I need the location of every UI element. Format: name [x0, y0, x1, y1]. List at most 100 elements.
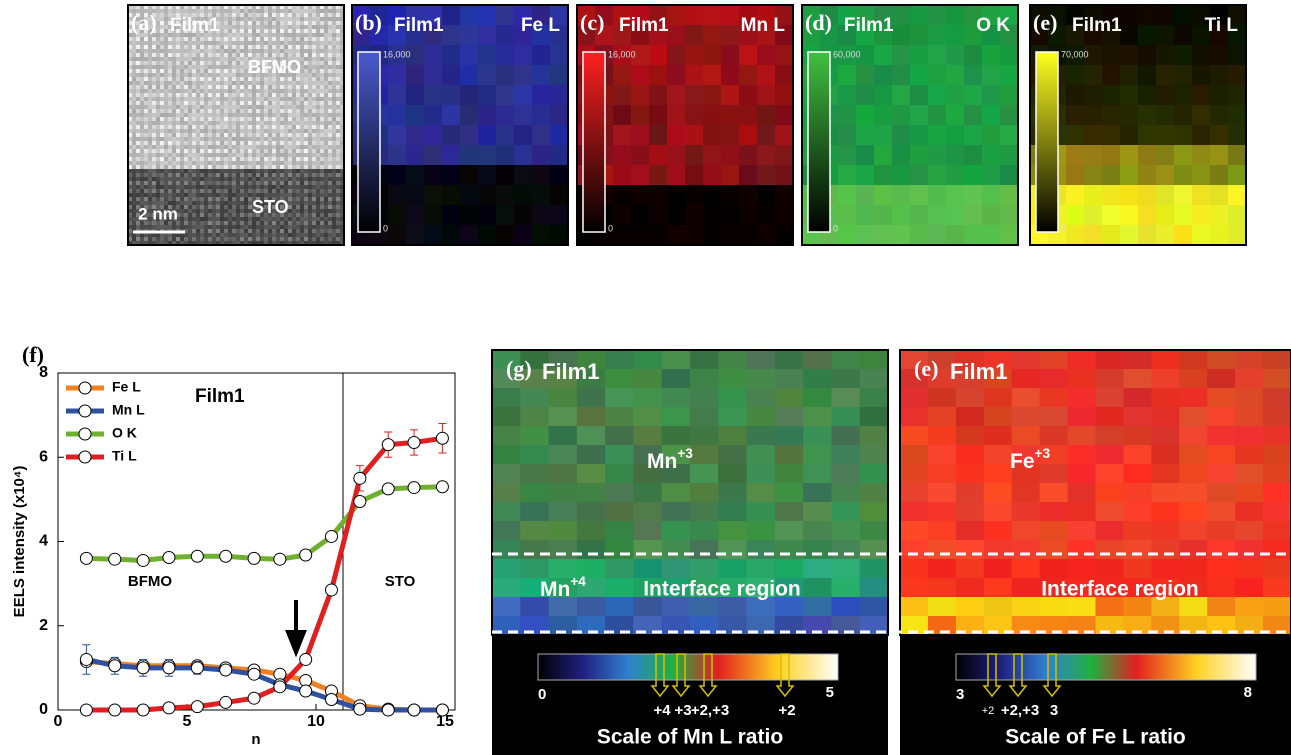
image-pixel: [1207, 483, 1236, 503]
image-pixel: [212, 221, 217, 226]
image-pixel: [633, 445, 663, 465]
image-pixel: [1151, 578, 1180, 598]
image-pixel: [144, 49, 149, 54]
image-pixel: [312, 225, 317, 230]
image-pixel: [272, 185, 277, 190]
arrow: [285, 600, 307, 658]
image-pixel: [252, 137, 257, 142]
image-pixel: [268, 133, 273, 138]
image-pixel: [212, 225, 217, 230]
image-pixel: [128, 241, 133, 246]
image-pixel: [152, 149, 157, 154]
image-pixel: [892, 105, 911, 126]
image-pixel: [208, 173, 213, 178]
image-pixel: [264, 13, 269, 18]
image-pixel: [1123, 616, 1152, 636]
image-pixel: [156, 185, 161, 190]
image-pixel: [184, 181, 189, 186]
image-pixel: [196, 45, 201, 50]
image-pixel: [859, 559, 889, 579]
image-pixel: [180, 61, 185, 66]
image-pixel: [184, 81, 189, 86]
image-pixel: [324, 9, 329, 14]
image-pixel: [304, 21, 309, 26]
image-pixel: [1011, 464, 1041, 484]
image-pixel: [248, 165, 253, 170]
image-pixel: [212, 97, 217, 102]
image-pixel: [220, 5, 225, 10]
image-pixel: [268, 157, 273, 162]
image-pixel: [220, 169, 225, 174]
image-pixel: [264, 129, 269, 134]
image-pixel: [228, 17, 233, 22]
image-pixel: [1235, 388, 1264, 408]
image-pixel: [224, 105, 229, 110]
image-pixel: [336, 233, 341, 238]
image-pixel: [176, 41, 181, 46]
image-pixel: [164, 93, 169, 98]
image-pixel: [180, 209, 185, 214]
image-pixel: [180, 93, 185, 98]
image-pixel: [152, 189, 157, 194]
image-pixel: [220, 57, 225, 62]
image-pixel: [216, 5, 221, 10]
image-pixel: [184, 233, 189, 238]
image-pixel: [144, 141, 149, 146]
image-pixel: [148, 153, 153, 158]
image-pixel: [204, 93, 209, 98]
panel-label: (f): [22, 342, 44, 367]
image-pixel: [168, 93, 173, 98]
image-pixel: [132, 169, 137, 174]
image-pixel: [910, 85, 929, 106]
image-pixel: [268, 181, 273, 186]
image-pixel: [260, 5, 265, 10]
image-pixel: [300, 213, 305, 218]
image-pixel: [316, 85, 321, 90]
image-pixel: [200, 229, 205, 234]
image-pixel: [1228, 105, 1247, 126]
image-pixel: [492, 559, 521, 579]
image-pixel: [955, 464, 985, 484]
image-pixel: [280, 61, 285, 66]
image-pixel: [856, 85, 875, 106]
image-pixel: [292, 225, 297, 230]
image-pixel: [320, 49, 325, 54]
image-pixel: [172, 33, 177, 38]
image-pixel: [892, 85, 911, 106]
image-pixel: [212, 77, 217, 82]
image-pixel: [256, 41, 261, 46]
image-pixel: [200, 133, 205, 138]
image-pixel: [252, 17, 257, 22]
image-pixel: [264, 177, 269, 182]
image-pixel: [180, 177, 185, 182]
image-pixel: [520, 350, 550, 370]
image-pixel: [332, 165, 337, 170]
image-pixel: [1210, 65, 1229, 86]
image-pixel: [288, 205, 293, 210]
image-pixel: [983, 388, 1013, 408]
image-pixel: [192, 73, 197, 78]
image-pixel: [228, 193, 233, 198]
image-pixel: [308, 181, 313, 186]
image-pixel: [320, 89, 325, 94]
image-pixel: [204, 225, 209, 230]
image-pixel: [140, 21, 145, 26]
image-pixel: [140, 145, 145, 150]
image-pixel: [1174, 125, 1193, 146]
image-pixel: [775, 205, 794, 226]
image-pixel: [280, 121, 285, 126]
image-pixel: [276, 181, 281, 186]
image-pixel: [300, 237, 305, 242]
image-pixel: [228, 133, 233, 138]
image-pixel: [148, 57, 153, 62]
image-pixel: [144, 213, 149, 218]
image-pixel: [156, 145, 161, 150]
image-pixel: [1123, 540, 1152, 560]
image-pixel: [296, 13, 301, 18]
image-pixel: [324, 5, 329, 10]
image-pixel: [304, 161, 309, 166]
image-pixel: [983, 578, 1013, 598]
image-pixel: [148, 85, 153, 90]
image-pixel: [168, 213, 173, 218]
image-pixel: [284, 149, 289, 154]
